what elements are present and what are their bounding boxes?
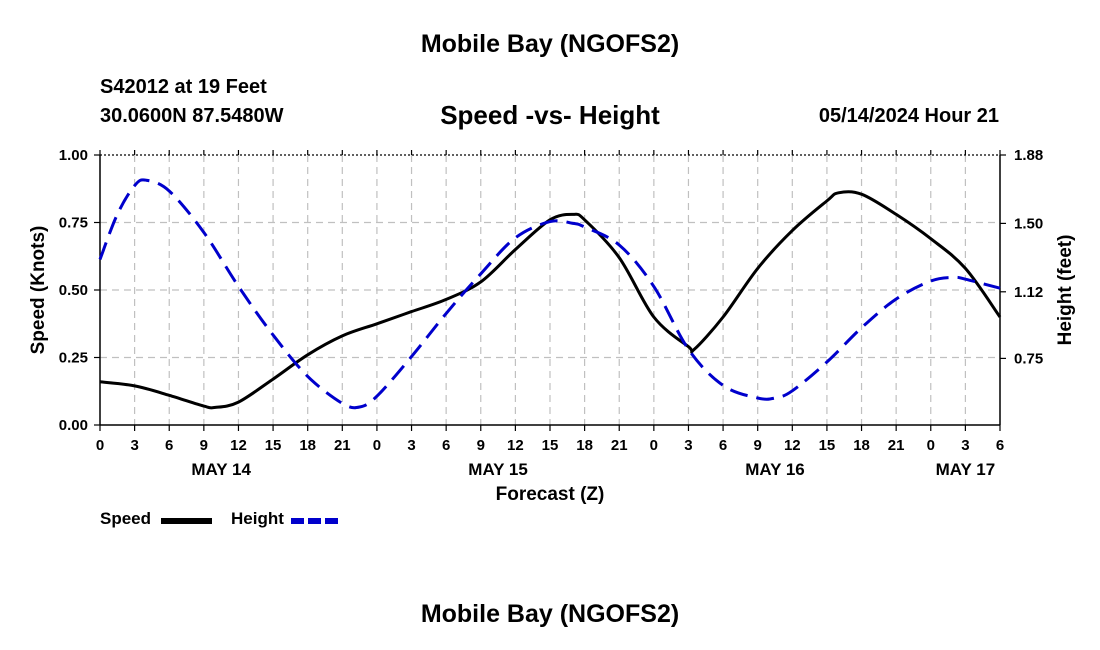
y-axis-title: Speed (Knots) [28,226,49,355]
date-label: MAY 16 [745,460,805,479]
y-tick-label: 1.00 [59,147,88,164]
x-tick-label: 0 [373,437,381,454]
x-tick-label: 9 [754,437,762,454]
legend-speed-label: Speed [100,509,152,528]
x-tick-label: 9 [200,437,208,454]
y-tick-label: 0.00 [59,417,88,434]
x-tick-label: 15 [819,437,836,454]
chart-subtitle: Speed -vs- Height [440,100,660,130]
x-tick-label: 3 [684,437,692,454]
x-tick-label: 0 [927,437,935,454]
height-series-line [98,178,1001,410]
x-tick-label: 6 [442,437,450,454]
x-tick-label: 12 [784,437,801,454]
x-tick-label: 21 [888,437,905,454]
x-tick-label: 3 [407,437,415,454]
x-tick-label: 12 [507,437,524,454]
x-tick-label: 18 [853,437,870,454]
x-tick-label: 21 [611,437,628,454]
y2-axis-title: Height (feet) [1055,235,1076,346]
date-label: MAY 15 [468,460,528,479]
y2-tick-label: 0.75 [1014,350,1043,367]
forecast-datetime: 05/14/2024 Hour 21 [818,105,999,127]
x-tick-label: 18 [576,437,593,454]
date-label: MAY 17 [936,460,996,479]
speed-series-line [99,190,1002,410]
x-tick-label: 9 [477,437,485,454]
x-tick-label: 6 [165,437,173,454]
x-axis-title: Forecast (Z) [496,484,605,505]
next-chart-title: Mobile Bay (NGOFS2) [420,600,680,628]
chart-title: Mobile Bay (NGOFS2) [420,30,680,58]
x-tick-label: 15 [265,437,282,454]
y2-tick-label: 1.50 [1014,215,1043,232]
x-tick-label: 0 [96,437,104,454]
x-tick-label: 6 [996,437,1004,454]
y2-tick-label: 1.12 [1014,284,1043,301]
station-label: S42012 at 19 Feet [100,76,267,98]
x-tick-label: 21 [334,437,351,454]
date-label: MAY 14 [191,460,251,479]
y-tick-label: 0.50 [59,282,88,299]
x-tick-label: 6 [719,437,727,454]
x-tick-label: 15 [542,437,559,454]
x-tick-label: 0 [650,437,658,454]
station-coordinates: 30.0600N 87.5480W [100,105,284,127]
x-tick-label: 3 [961,437,969,454]
y-tick-label: 0.75 [59,215,88,232]
legend-height-label: Height [231,509,284,528]
y2-tick-label: 1.88 [1014,147,1043,164]
x-tick-label: 3 [130,437,138,454]
x-tick-label: 18 [299,437,316,454]
y-tick-label: 0.25 [59,350,88,367]
x-tick-label: 12 [230,437,247,454]
